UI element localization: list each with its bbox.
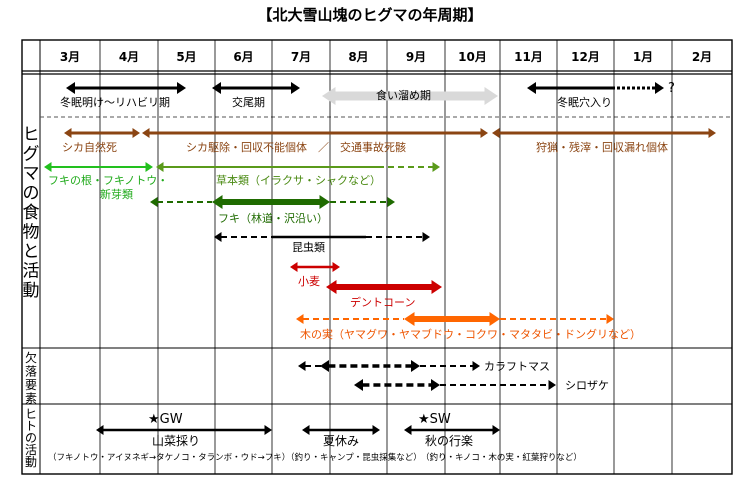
- month-label: 10月: [458, 50, 487, 64]
- label-den-entry: 冬眠穴入り: [557, 95, 612, 109]
- arrow-deer-natural-head-right: [132, 128, 140, 138]
- month-label: 8月: [348, 50, 368, 64]
- arrow-fuki-forest-head-left: [212, 195, 223, 209]
- arrow-nuts-head-right: [489, 312, 500, 326]
- arrow-deer-hunting-head-right: [708, 128, 716, 138]
- month-label: 9月: [406, 50, 426, 64]
- month-label: 12月: [571, 50, 600, 64]
- arrow-nuts-head-left: [404, 312, 415, 326]
- arrow-deer-culled-head-right: [480, 128, 488, 138]
- arrow-hyperphagia-head-right: [484, 87, 498, 105]
- arrow-wheat-head-left: [290, 262, 298, 272]
- label-new-buds: 新芽類: [100, 187, 133, 201]
- label-summer: 夏休み: [323, 434, 359, 448]
- label-gw: ★GW: [148, 412, 183, 427]
- arrow-fuki-roots-head-left: [44, 162, 52, 172]
- section-label-food: ヒグマの食物と活動: [23, 125, 40, 301]
- label-autumn-detail: （釣り・キノコ・木の実・紅葉狩りなど）: [421, 452, 582, 463]
- arrow-den-entry-late-head-right: [655, 82, 664, 94]
- label-wild-veg-detail: （フキノトウ・アイヌネギ→タケノコ・タランボ・ウド→フキ）: [48, 452, 290, 463]
- month-label: 11月: [514, 50, 543, 64]
- label-dent-corn: デントコーン: [350, 295, 415, 309]
- arrow-deer-natural-head-left: [64, 128, 72, 138]
- arrow-autumn-head-right: [492, 425, 500, 435]
- arrow-insects-late-head-right: [422, 232, 430, 242]
- arrow-fuki-late-head-right: [387, 197, 395, 207]
- label-mating: 交尾期: [232, 95, 265, 109]
- outer-frame: [21, 39, 733, 475]
- arrow-mating-head-right: [291, 82, 300, 94]
- label-deer-natural: シカ自然死: [62, 140, 117, 154]
- arrow-den-entry-head-left: [527, 82, 536, 94]
- arrow-herbs-head-left: [156, 162, 164, 172]
- arrow-pink-early-head-left: [298, 361, 306, 371]
- label-hibernation-exit: 冬眠明け～リハビリ期: [60, 95, 170, 109]
- arrow-deer-hunting-head-left: [492, 128, 500, 138]
- arrow-wheat-head-right: [332, 262, 340, 272]
- label-wild-veg: 山菜採り: [152, 434, 200, 448]
- arrow-fuki-forest-head-right: [319, 195, 330, 209]
- arrow-chum-salmon-head-right: [431, 379, 440, 391]
- arrow-fuki-roots-head-right: [145, 162, 153, 172]
- label-insects: 昆虫類: [292, 241, 325, 254]
- label-hyperphagia: 食い溜め期: [376, 88, 431, 102]
- arrow-fuki-early-head-left: [150, 197, 158, 207]
- grid: [21, 39, 733, 475]
- label-nuts: 木の実（ヤマグワ・ヤマブドウ・コクワ・マタタビ・ドングリなど）: [300, 327, 641, 341]
- arrow-hyperphagia-head-left: [322, 87, 336, 105]
- label-fuki-forest: フキ（林道・沢沿い）: [218, 211, 328, 225]
- label-sw: ★SW: [418, 412, 451, 427]
- arrow-summer-head-left: [302, 425, 310, 435]
- arrow-nuts-late-head-right: [606, 314, 614, 324]
- month-label: 3月: [60, 50, 80, 64]
- arrow-summer-head-right: [372, 425, 380, 435]
- section-label-missing: 欠落要素: [25, 350, 37, 406]
- month-label: 5月: [176, 50, 196, 64]
- arrow-deer-culled-head-left: [142, 128, 150, 138]
- section-label-human: ヒトの活動: [25, 407, 37, 469]
- month-label: 4月: [119, 50, 139, 64]
- arrow-herbs-late-head-right: [432, 162, 440, 172]
- arrow-insects-early-head-left: [214, 232, 222, 242]
- label-wheat: 小麦: [298, 275, 320, 288]
- label-autumn: 秋の行楽: [425, 434, 473, 448]
- label-pink-salmon: カラフトマス: [484, 360, 550, 373]
- label-summer-detail: （釣り・キャンプ・昆虫採集など）: [286, 452, 422, 463]
- label-deer-culled: シカ駆除・回収不能個体 ／ 交通事故死骸: [186, 140, 406, 154]
- arrow-dent-corn-head-left: [326, 280, 337, 294]
- arrow-hibernation-exit-head-left: [66, 82, 75, 94]
- label-deer-hunting: 狩猟・残滓・回収漏れ個体: [536, 140, 668, 154]
- month-label: 2月: [692, 50, 712, 64]
- arrow-hibernation-exit-head-right: [177, 82, 186, 94]
- label-fuki-roots: フキの根・フキノトウ・: [48, 173, 168, 187]
- arrow-pink-salmon-head-left: [320, 360, 329, 372]
- arrow-dent-corn-head-right: [431, 280, 442, 294]
- arrow-pink-salmon-head-right: [411, 360, 420, 372]
- arrow-wild-veg-head-right: [264, 425, 272, 435]
- arrow-nuts-early-head-left: [296, 314, 304, 324]
- arrow-chum-salmon-head-left: [354, 379, 363, 391]
- label-herbs: 草本類（イラクサ・シャクなど）: [216, 173, 381, 187]
- month-label: 1月: [633, 50, 653, 64]
- month-label: 7月: [291, 50, 311, 64]
- label-chum-salmon: シロザケ: [565, 379, 609, 392]
- arrow-pink-late-head-right: [472, 361, 480, 371]
- arrow-autumn-head-left: [404, 425, 412, 435]
- label-question: ?: [668, 81, 675, 96]
- arrow-chum-late-head-right: [548, 380, 556, 390]
- month-label: 6月: [233, 50, 253, 64]
- arrow-wild-veg-head-left: [96, 425, 104, 435]
- arrow-mating-head-left: [212, 82, 221, 94]
- page-title: 【北大雪山塊のヒグマの年周期】: [257, 6, 483, 24]
